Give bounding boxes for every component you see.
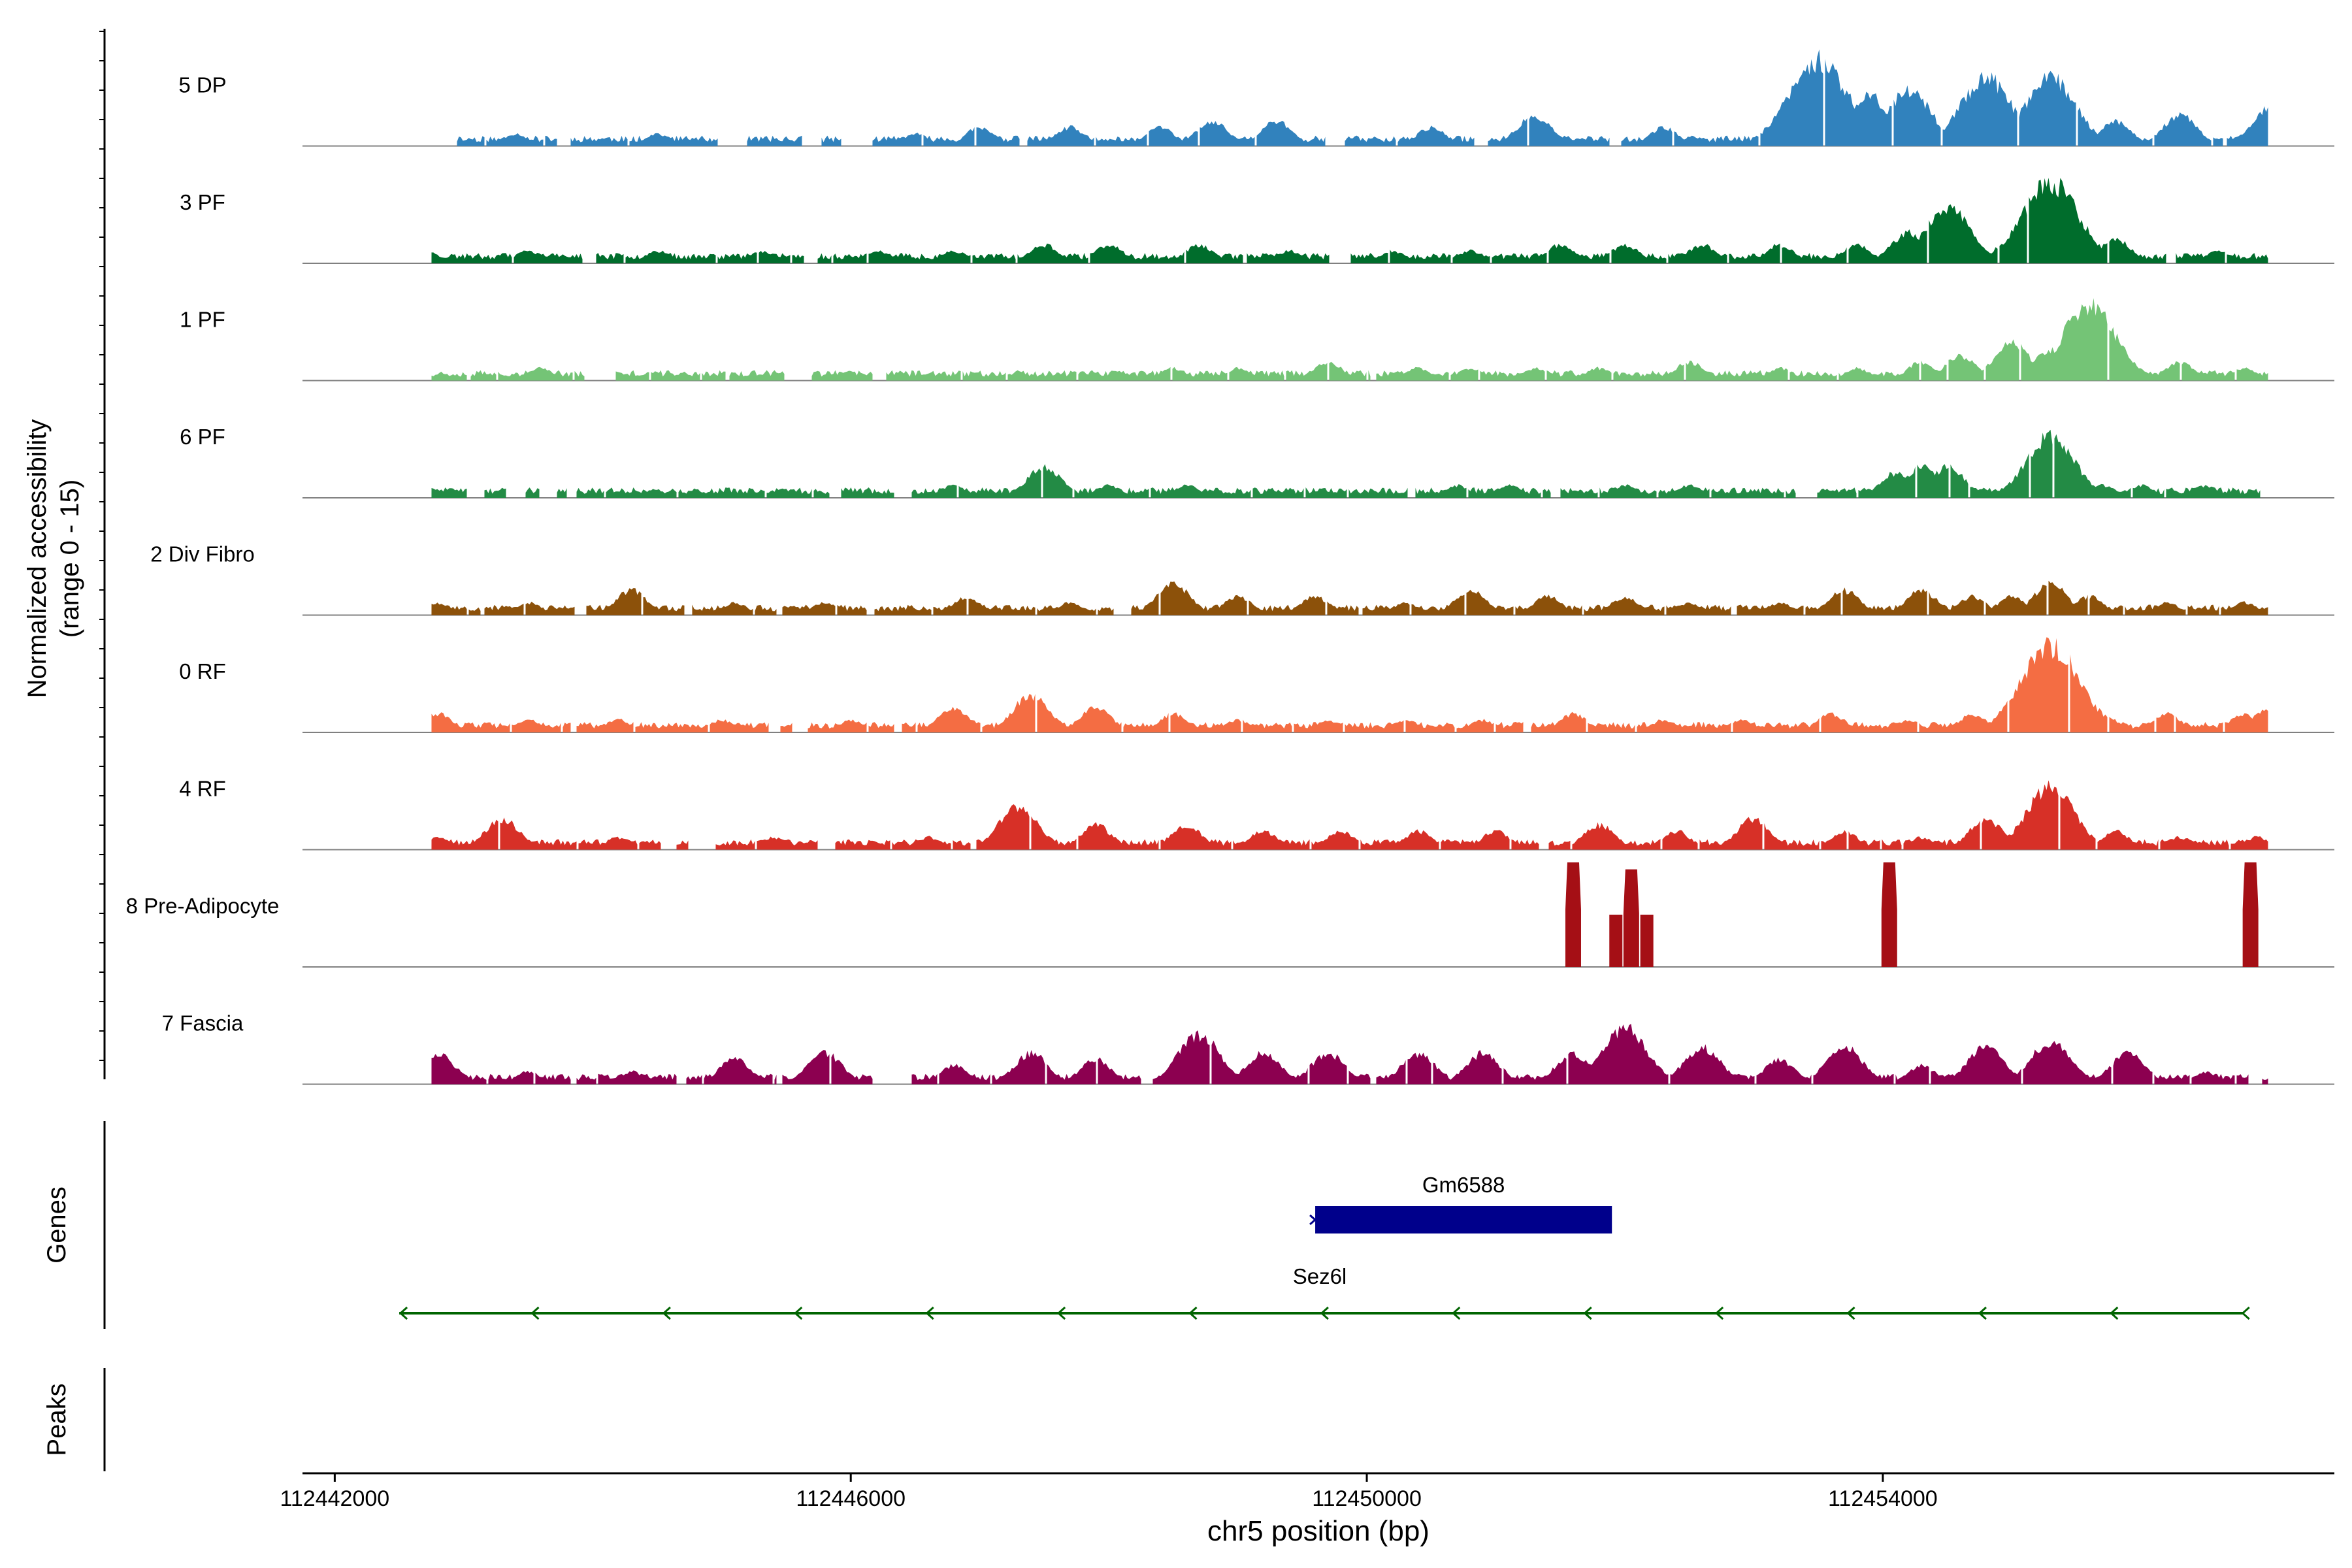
y-axis-title: Normalized accessibility <box>23 419 52 698</box>
strand-arrow <box>531 1306 540 1320</box>
genes-panel-label: Genes <box>42 1186 71 1264</box>
strand-arrow <box>1309 1214 1317 1226</box>
x-tick-label: 112454000 <box>1828 1486 1938 1511</box>
track-label: 4 RF <box>179 777 226 801</box>
track-label: 5 DP <box>178 73 226 97</box>
coverage-y-ticks <box>99 31 105 1061</box>
gene-annotations: Gm6588 Sez6l <box>399 1173 2250 1320</box>
strand-arrow <box>662 1306 671 1320</box>
track-6: 0 RF <box>179 637 2334 733</box>
track-8: 8 Pre-Adipocyte <box>126 862 2334 968</box>
gene-gm6588: Gm6588 <box>1309 1173 1612 1233</box>
strand-arrow <box>1714 1306 1724 1320</box>
x-tick-label: 112442000 <box>280 1486 390 1511</box>
strand-arrow <box>1452 1306 1461 1320</box>
track-1: 5 DP <box>178 49 2334 147</box>
track-label: 1 PF <box>180 308 225 332</box>
coverage-area <box>1565 862 2259 967</box>
track-label: 6 PF <box>180 425 225 449</box>
strand-arrow <box>1056 1306 1066 1320</box>
track-3: 1 PF <box>180 298 2334 382</box>
peaks-panel-label: Peaks <box>42 1383 71 1456</box>
gene-label: Sez6l <box>1293 1264 1347 1288</box>
track-4: 6 PF <box>180 425 2334 498</box>
coverage-area <box>431 178 2268 263</box>
track-2: 3 PF <box>180 178 2334 264</box>
coverage-area <box>431 298 2268 381</box>
coverage-area <box>431 780 2268 850</box>
x-axis-title: chr5 position (bp) <box>1207 1515 1429 1547</box>
strand-arrow <box>1846 1306 1855 1320</box>
gene-label: Gm6588 <box>1422 1173 1505 1197</box>
coverage-area <box>431 637 2268 732</box>
strand-arrow <box>2110 1306 2119 1320</box>
strand-arrow <box>2241 1306 2250 1320</box>
track-label: 2 Div Fibro <box>150 542 255 566</box>
strand-arrow <box>1320 1306 1329 1320</box>
coverage-area <box>431 429 2261 498</box>
y-axis-subtitle: (range 0 - 15) <box>56 480 84 638</box>
x-axis-ticks: 112442000 112446000 112450000 112454000 <box>280 1473 1938 1511</box>
track-label: 7 Fascia <box>162 1011 244 1036</box>
strand-arrow <box>399 1306 408 1320</box>
track-7: 4 RF <box>179 777 2334 851</box>
coverage-area <box>431 1024 2268 1085</box>
coverage-area <box>457 49 2268 146</box>
track-9: 7 Fascia <box>162 1011 2334 1085</box>
strand-arrow <box>1583 1306 1592 1320</box>
strand-arrow <box>1188 1306 1198 1320</box>
track-label: 3 PF <box>180 190 225 214</box>
track-5: 2 Div Fibro <box>150 542 2334 616</box>
strand-arrow <box>925 1306 934 1320</box>
strand-arrow <box>1978 1306 1987 1320</box>
coverage-tracks: 5 DP 3 PF 1 PF 6 PF 2 Div Fibro 0 RF 4 RF 8 Pre… <box>126 49 2334 1085</box>
gene-exon-block <box>1315 1206 1612 1233</box>
track-label: 0 RF <box>179 659 226 683</box>
strand-arrow <box>794 1306 803 1320</box>
coverage-area <box>431 580 2268 615</box>
x-tick-label: 112450000 <box>1312 1486 1422 1511</box>
x-tick-label: 112446000 <box>796 1486 906 1511</box>
gene-sez6l: Sez6l <box>399 1264 2250 1320</box>
track-label: 8 Pre-Adipocyte <box>126 894 280 918</box>
